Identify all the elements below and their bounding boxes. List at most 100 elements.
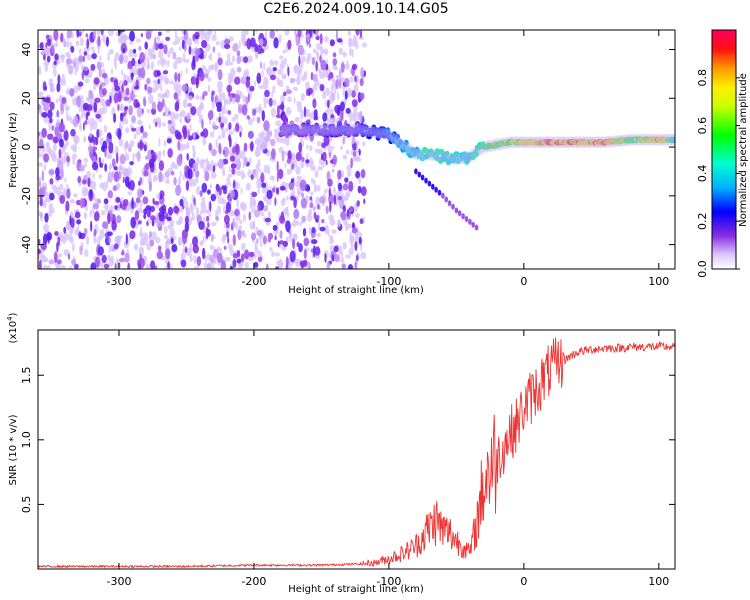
noise-blob [309, 196, 313, 201]
noise-blob [350, 206, 353, 212]
noise-blob [217, 57, 223, 66]
track-halo [601, 136, 608, 149]
noise-blob [269, 74, 277, 81]
noise-speck [183, 58, 190, 64]
noise-speck [355, 157, 362, 162]
noise-blob [98, 68, 102, 78]
noise-blob [87, 177, 91, 188]
noise-blob [114, 262, 117, 269]
noise-blob [344, 77, 350, 88]
branch-blob [454, 207, 459, 214]
noise-blob [117, 128, 122, 140]
noise-speck [50, 78, 54, 83]
noise-blob [162, 112, 166, 117]
noise-speck [295, 165, 301, 175]
noise-blob [87, 146, 93, 152]
noise-blob [66, 188, 71, 199]
noise-blob [360, 67, 364, 78]
noise-speck [107, 52, 110, 62]
noise-speck [144, 51, 147, 62]
noise-blob [61, 97, 67, 104]
track-halo [472, 146, 479, 159]
noise-speck [207, 77, 212, 82]
noise-blob [124, 252, 130, 263]
noise-blob [119, 257, 126, 263]
noise-speck [163, 234, 169, 240]
noise-speck [269, 59, 274, 67]
noise-speck [276, 30, 279, 33]
noise-blob [186, 153, 189, 161]
noise-speck [345, 62, 350, 70]
noise-speck [43, 164, 47, 171]
noise-blob [279, 230, 283, 239]
noise-speck [85, 235, 90, 246]
noise-speck [70, 227, 74, 235]
noise-blob [104, 147, 107, 158]
noise-blob [307, 262, 311, 269]
noise-speck [231, 55, 236, 63]
noise-blob [182, 232, 188, 244]
noise-blob [95, 256, 100, 269]
track-halo [507, 136, 514, 149]
noise-blob [358, 236, 362, 245]
noise-speck [276, 137, 280, 143]
noise-blob [256, 72, 262, 84]
noise-blob [166, 216, 172, 222]
noise-blob [56, 109, 59, 118]
noise-blob [328, 187, 331, 197]
noise-speck [263, 164, 269, 174]
noise-blob [102, 221, 109, 229]
track-halo [294, 124, 301, 136]
noise-speck [264, 30, 268, 41]
noise-blob [39, 41, 44, 50]
noise-blob [293, 197, 297, 209]
noise-speck [180, 70, 183, 78]
noise-blob [302, 227, 307, 237]
noise-speck [210, 221, 217, 227]
noise-speck [163, 225, 168, 234]
noise-blob [319, 84, 325, 92]
noise-speck [258, 168, 261, 174]
branch-blob [447, 200, 452, 207]
noise-speck [78, 48, 82, 55]
branch-blob [427, 180, 432, 187]
noise-blob [68, 64, 74, 75]
noise-speck [258, 132, 264, 139]
noise-blob [124, 106, 129, 111]
noise-blob [130, 216, 136, 229]
noise-blob [182, 204, 185, 210]
noise-blob [44, 86, 48, 91]
y-tick-label: 1.5 [20, 366, 33, 384]
noise-blob [290, 178, 294, 184]
noise-blob [204, 170, 210, 182]
noise-speck [342, 87, 345, 97]
noise-blob [191, 60, 196, 71]
noise-speck [92, 172, 95, 180]
noise-speck [300, 136, 303, 143]
noise-blob [319, 55, 322, 63]
noise-blob [41, 127, 47, 138]
noise-blob [147, 86, 153, 94]
track-halo [429, 148, 436, 161]
noise-speck [143, 232, 149, 240]
noise-blob [256, 238, 259, 244]
noise-blob [119, 53, 124, 65]
noise-blob [185, 207, 191, 219]
noise-speck [269, 185, 272, 191]
noise-blob [248, 211, 252, 221]
noise-blob [309, 202, 314, 209]
noise-speck [217, 135, 221, 141]
track-halo [323, 124, 330, 136]
noise-speck [316, 232, 321, 238]
noise-blob [119, 112, 124, 122]
noise-blob [123, 96, 130, 102]
noise-speck [201, 196, 206, 203]
noise-blob [195, 35, 199, 40]
snr-y-axis-label: SNR (10 * v/v) [8, 414, 19, 485]
track-halo [485, 140, 492, 153]
noise-blob [143, 144, 147, 152]
noise-blob [320, 59, 327, 71]
noise-blob [282, 114, 288, 122]
track-halo [669, 133, 675, 146]
noise-speck [332, 187, 336, 195]
